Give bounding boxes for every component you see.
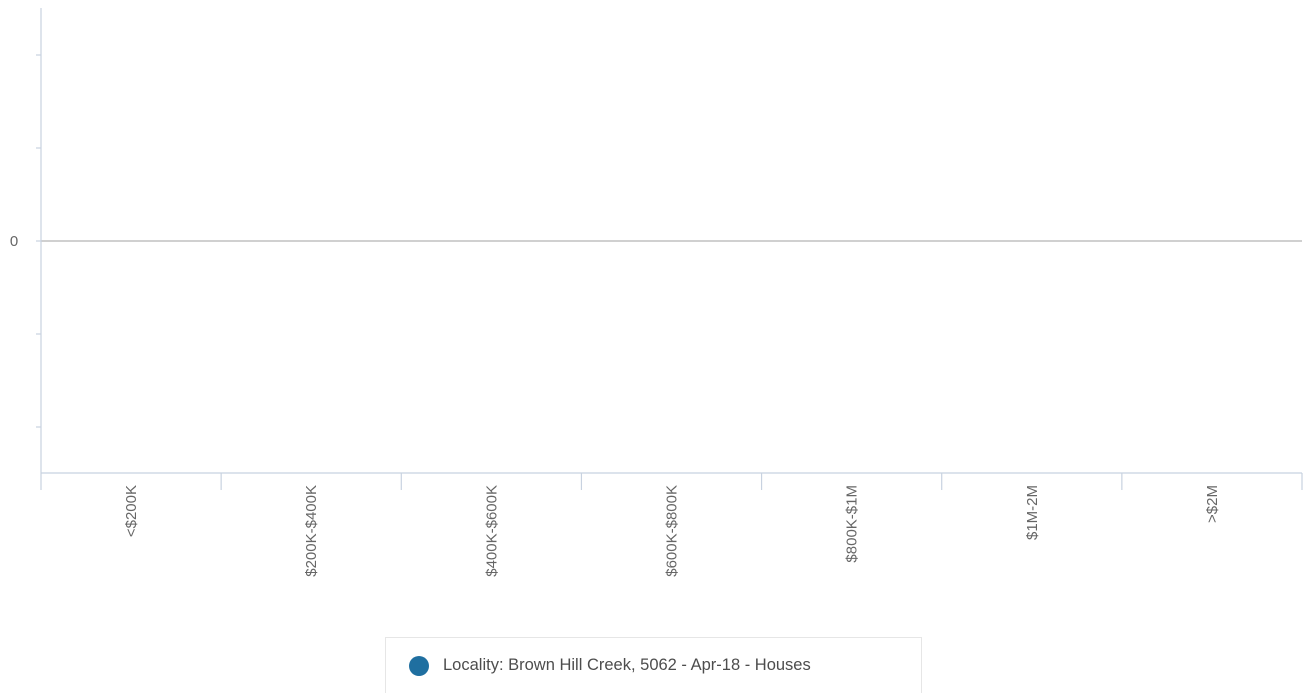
- legend-series-marker: [409, 655, 429, 676]
- legend-series-label: Locality: Brown Hill Creek, 5062 - Apr-1…: [443, 656, 811, 674]
- chart-area: 0 <$200K $200K-$400K $400K-$600K $600K-$800…: [10, 8, 1303, 577]
- legend[interactable]: Locality: Brown Hill Creek, 5062 - Apr-1…: [385, 637, 922, 693]
- y-tick-label-0: 0: [10, 233, 18, 250]
- x-axis-labels: <$200K $200K-$400K $400K-$600K $600K-$800K $…: [123, 485, 1221, 577]
- x-tick-label-4: $800K-$1M: [844, 485, 861, 563]
- x-tick-label-0: <$200K: [123, 485, 140, 537]
- x-tick-label-6: >$2M: [1204, 485, 1221, 523]
- y-axis-ticks: [36, 54, 41, 428]
- x-axis-ticks: [40, 473, 1303, 490]
- x-tick-label-1: $200K-$400K: [303, 485, 320, 577]
- x-tick-label-2: $400K-$600K: [483, 485, 500, 577]
- x-tick-label-5: $1M-2M: [1024, 485, 1041, 540]
- x-tick-label-3: $600K-$800K: [664, 485, 681, 577]
